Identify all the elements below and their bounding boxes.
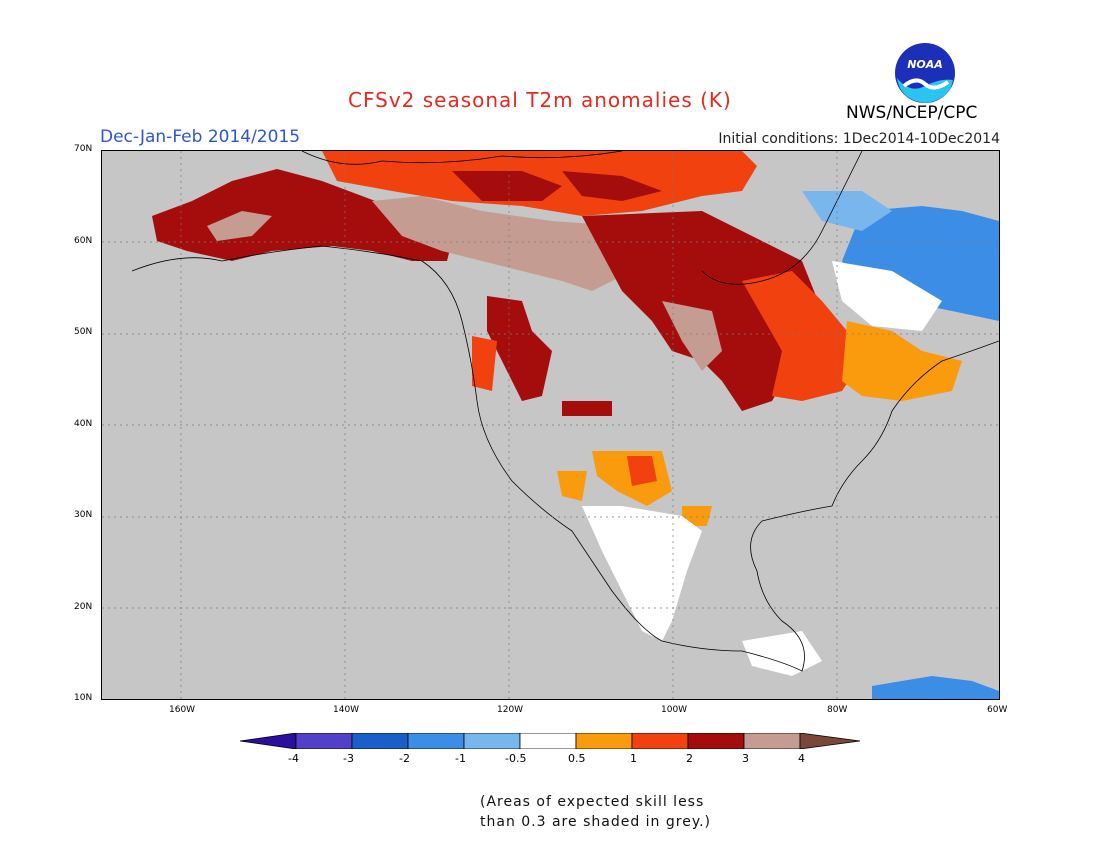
legend-swatch (463, 733, 521, 749)
legend-swatch (407, 733, 465, 749)
legend-swatch (799, 733, 861, 749)
legend-swatch (575, 733, 633, 749)
legend-tick-label: 2 (686, 752, 693, 765)
noaa-logo: NOAA (895, 43, 955, 103)
lon-label: 160W (169, 705, 196, 715)
skill-note-line: (Areas of expected skill less (480, 794, 705, 810)
skill-note: (Areas of expected skill less than 0.3 a… (480, 792, 711, 832)
anomaly-map (101, 150, 1000, 700)
legend-swatch (631, 733, 689, 749)
lat-label: 50N (74, 327, 93, 337)
logo-text: NOAA (907, 58, 943, 71)
lat-label: 40N (74, 419, 93, 429)
agency-label: NWS/NCEP/CPC (846, 103, 978, 123)
legend-tick-label: 4 (798, 752, 805, 765)
lat-label: 30N (74, 510, 93, 520)
legend-tick-label: 1 (630, 752, 637, 765)
initial-conditions: Initial conditions: 1Dec2014-10Dec2014 (718, 131, 1000, 147)
legend-swatch (687, 733, 745, 749)
legend-tick-label: -0.5 (505, 752, 527, 765)
lon-label: 100W (661, 705, 688, 715)
lat-label: 20N (74, 602, 93, 612)
lat-label: 70N (74, 144, 93, 154)
legend-swatch (351, 733, 409, 749)
lon-label: 80W (827, 705, 848, 715)
legend-tick-label: -1 (455, 752, 466, 765)
legend-tick-label: -2 (399, 752, 410, 765)
legend-swatch (240, 733, 297, 749)
lat-label: 60N (74, 236, 93, 246)
lon-label: 120W (497, 705, 524, 715)
legend-swatch (743, 733, 801, 749)
legend-tick-label: -4 (288, 752, 299, 765)
lon-label: 140W (333, 705, 360, 715)
legend-tick-label: 0.5 (568, 752, 586, 765)
skill-note-line: than 0.3 are shaded in grey.) (480, 814, 712, 830)
color-legend (240, 733, 861, 749)
legend-swatch (519, 733, 577, 749)
legend-swatch (295, 733, 353, 749)
lon-label: 60W (987, 705, 1008, 715)
lat-label: 10N (74, 693, 93, 703)
gridlines (102, 151, 999, 699)
legend-tick-label: -3 (343, 752, 354, 765)
legend-tick-label: 3 (742, 752, 749, 765)
anomaly-fields (152, 151, 999, 699)
forecast-period: Dec-Jan-Feb 2014/2015 (100, 127, 301, 147)
